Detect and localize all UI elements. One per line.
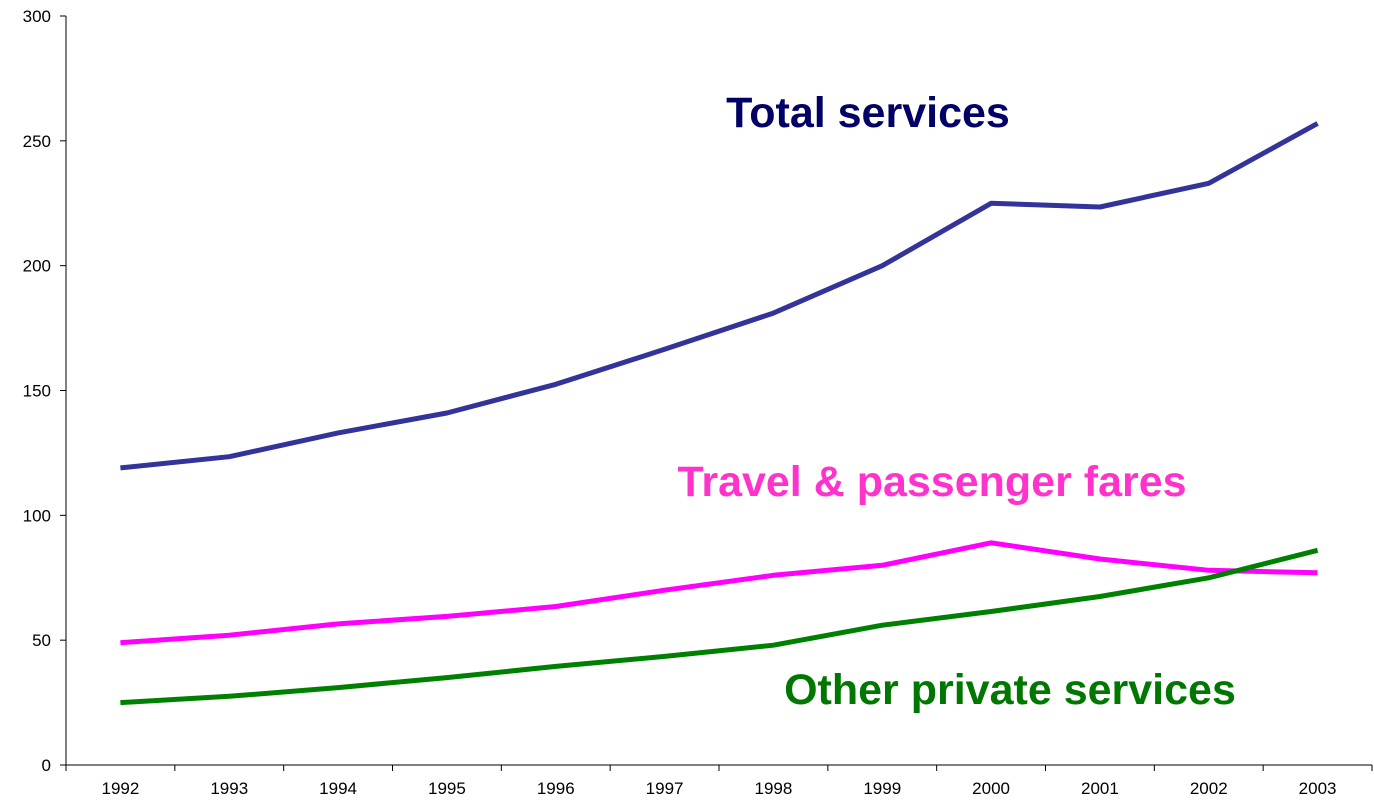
y-tick-label: 250 <box>23 132 51 151</box>
series-line-total-services <box>120 121 1319 471</box>
series-label-other-private-services: Other private services <box>784 666 1236 714</box>
x-tick-label: 1993 <box>210 779 248 798</box>
y-tick-label: 200 <box>23 257 51 276</box>
x-tick-label: 1995 <box>428 779 466 798</box>
x-tick-label: 1992 <box>102 779 140 798</box>
y-tick-label: 150 <box>23 382 51 401</box>
x-tick-label: 1997 <box>646 779 684 798</box>
series-label-travel-passenger-fares: Travel & passenger fares <box>677 458 1186 506</box>
x-tick-label: 1994 <box>319 779 357 798</box>
x-tick-label: 2003 <box>1299 779 1337 798</box>
series-labels: Total services Travel & passenger fares Ot… <box>677 89 1235 714</box>
x-tick-label: 2000 <box>972 779 1010 798</box>
y-tick-label: 300 <box>23 7 51 26</box>
series-lines <box>120 121 1319 706</box>
y-tick-label: 0 <box>42 756 51 775</box>
ticks: 1992 1993 1994 1995 1996 1997 1998 1999 2000 2001… <box>23 7 1373 798</box>
series-line-other-private-services <box>120 547 1319 706</box>
series-label-total-services: Total services <box>726 89 1010 137</box>
series-line-travel-passenger-fares <box>120 540 1318 646</box>
y-tick-label: 100 <box>23 506 51 525</box>
x-tick-label: 1996 <box>537 779 575 798</box>
x-tick-label: 1998 <box>755 779 793 798</box>
x-tick-label: 1999 <box>863 779 901 798</box>
y-tick-label: 50 <box>32 631 51 650</box>
x-tick-label: 2002 <box>1190 779 1228 798</box>
x-tick-label: 2001 <box>1081 779 1119 798</box>
